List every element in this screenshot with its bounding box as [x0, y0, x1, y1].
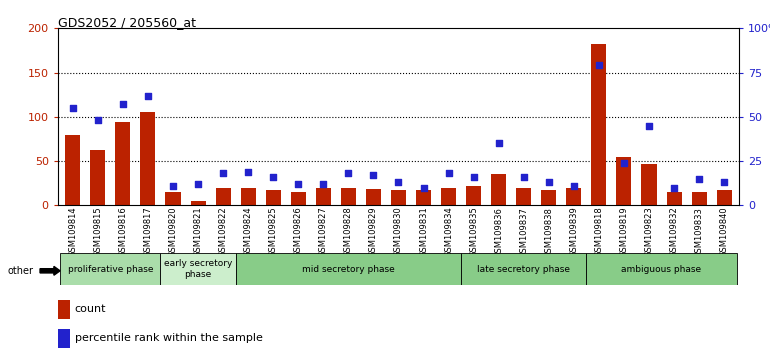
Point [493, 141, 505, 146]
Bar [461, 253, 587, 285]
Point [567, 183, 580, 189]
Bar [591, 44, 607, 205]
Bar [587, 253, 737, 285]
Point [142, 93, 154, 98]
Text: mid secretory phase: mid secretory phase [302, 264, 395, 274]
Bar [266, 190, 281, 205]
Point [342, 171, 354, 176]
Text: GDS2052 / 205560_at: GDS2052 / 205560_at [58, 16, 196, 29]
Point [443, 171, 455, 176]
Point [367, 172, 380, 178]
Bar [190, 201, 206, 205]
Bar [516, 188, 531, 205]
Point [467, 174, 480, 180]
Point [693, 176, 705, 182]
Bar [241, 188, 256, 205]
Bar [416, 190, 431, 205]
Bar [566, 188, 581, 205]
Bar [58, 329, 70, 348]
Bar [541, 190, 556, 205]
Bar [60, 253, 160, 285]
Bar [140, 113, 156, 205]
Bar [641, 164, 657, 205]
Bar [116, 122, 130, 205]
Text: percentile rank within the sample: percentile rank within the sample [75, 333, 263, 343]
Bar [441, 188, 456, 205]
Point [417, 185, 430, 190]
Text: other: other [8, 266, 34, 276]
Text: early secretory
phase: early secretory phase [164, 259, 233, 279]
Bar [491, 175, 506, 205]
Point [668, 185, 680, 190]
Bar [691, 192, 707, 205]
Bar [341, 188, 356, 205]
Point [217, 171, 229, 176]
Bar [160, 253, 236, 285]
Point [643, 123, 655, 129]
Bar [617, 156, 631, 205]
Bar [316, 188, 331, 205]
Bar [90, 149, 105, 205]
Text: ambiguous phase: ambiguous phase [621, 264, 701, 274]
Text: proliferative phase: proliferative phase [68, 264, 153, 274]
Point [292, 181, 304, 187]
Bar [717, 190, 731, 205]
Text: count: count [75, 304, 106, 314]
Bar [236, 253, 461, 285]
Bar [58, 300, 70, 319]
Point [317, 181, 330, 187]
Bar [366, 189, 381, 205]
Bar [166, 192, 180, 205]
Point [242, 169, 254, 175]
Point [267, 174, 280, 180]
Point [392, 179, 404, 185]
Point [67, 105, 79, 111]
Point [92, 118, 104, 123]
Bar [65, 135, 80, 205]
Point [517, 174, 530, 180]
Point [117, 102, 129, 107]
Bar [667, 192, 681, 205]
Point [618, 160, 630, 166]
Point [543, 179, 555, 185]
Point [167, 183, 179, 189]
Bar [391, 190, 406, 205]
Point [192, 181, 204, 187]
Bar [291, 192, 306, 205]
Bar [466, 186, 481, 205]
Bar [216, 188, 231, 205]
Point [593, 63, 605, 68]
Text: late secretory phase: late secretory phase [477, 264, 571, 274]
Point [718, 179, 730, 185]
